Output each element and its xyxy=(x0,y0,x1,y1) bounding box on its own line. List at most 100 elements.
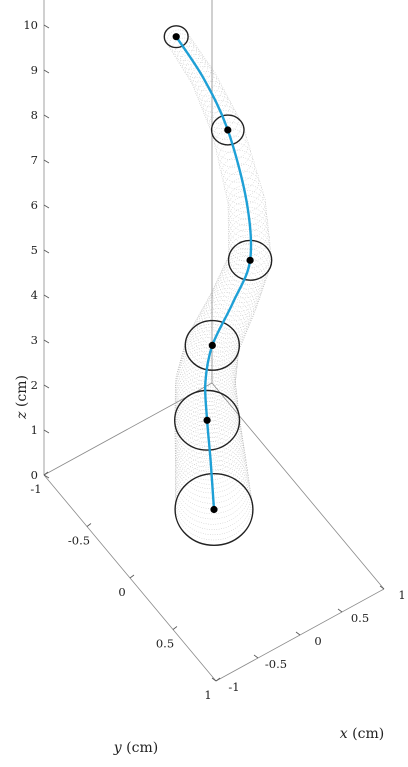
surface-mesh-ring xyxy=(214,128,249,161)
surface-mesh-ring xyxy=(177,45,203,70)
backbone-curve xyxy=(175,35,253,511)
surface-mesh-ring xyxy=(210,276,259,321)
surface-mesh-ring xyxy=(174,436,248,504)
y-tick-label: -1 xyxy=(30,482,41,496)
surface-mesh-ring xyxy=(174,455,251,525)
y-tick-mark xyxy=(215,677,221,682)
z-tick-label: 8 xyxy=(31,108,38,122)
z-tick-mark xyxy=(43,159,50,164)
surface-mesh-ring xyxy=(196,300,249,348)
surface-mesh-ring xyxy=(212,121,247,153)
surface-mesh-ring xyxy=(174,401,242,464)
surface-mesh-ring xyxy=(227,212,269,251)
cross-section-center-dot-1 xyxy=(210,505,218,514)
cross-section-center-dot-3 xyxy=(208,341,216,349)
cross-section-center-dot-4 xyxy=(246,256,254,264)
surface-mesh-ring xyxy=(224,248,270,290)
y-tick-label: -0.5 xyxy=(68,534,90,548)
cross-section-ring-1 xyxy=(174,473,254,547)
y-axis-label: y (cm) xyxy=(113,740,158,756)
z-tick-label: 2 xyxy=(31,378,38,392)
surface-mesh-ring xyxy=(204,100,237,129)
surface-mesh-ring xyxy=(216,135,251,168)
cross-section-rings xyxy=(163,25,273,547)
z-tick-mark xyxy=(43,114,50,119)
surface-mesh-ring xyxy=(174,441,249,509)
z-tick-mark xyxy=(43,429,50,434)
surface-mesh-ring xyxy=(174,423,246,489)
surface-mesh-ring xyxy=(216,264,264,308)
surface-mesh-ring xyxy=(175,357,237,415)
surface-mesh-ring xyxy=(182,54,209,79)
surface-mesh-ring xyxy=(196,80,226,108)
axis-ticks: 0 1 2 3 4 5 6 7 8 9 10 -1 -0.5 0 0.5 1 -1 -0.5 0 0.5 1 xyxy=(23,18,405,702)
y-tick-label: 0.5 xyxy=(156,637,174,651)
cross-section-ring-2 xyxy=(174,389,241,451)
surface-mesh-ring xyxy=(199,296,251,344)
surface-mesh-ring xyxy=(177,347,237,403)
x-tick-mark xyxy=(337,608,343,613)
surface-mesh-ring xyxy=(175,432,247,499)
surface-mesh-ring xyxy=(206,284,256,330)
surface-mesh-ring xyxy=(174,450,250,520)
z-tick-label: 9 xyxy=(31,63,38,77)
surface-mesh-ring xyxy=(222,252,268,294)
x-tick-mark xyxy=(211,677,217,682)
surface-mesh-ring xyxy=(203,288,254,335)
x-tick-mark xyxy=(379,585,385,590)
surface-mesh-ring xyxy=(166,29,192,53)
surface-mesh-ring xyxy=(174,372,238,431)
surface-mesh-ring xyxy=(181,333,238,387)
surface-mesh-ring xyxy=(174,445,249,515)
surface-mesh-ring xyxy=(198,85,228,113)
cross-section-center-dot-6 xyxy=(172,33,180,41)
x-axis-label: x (cm) xyxy=(340,726,384,742)
surface-mesh-ring xyxy=(187,62,215,87)
z-tick-label: 1 xyxy=(31,423,38,437)
surface-mesh-ring xyxy=(227,190,267,226)
surface-mesh-ring xyxy=(214,268,262,312)
z-tick-mark xyxy=(43,69,50,74)
z-tick-mark xyxy=(43,294,50,299)
surface-mesh-ring xyxy=(226,177,264,213)
surface-mesh-ring xyxy=(174,412,244,476)
x-tick-label: -0.5 xyxy=(265,657,287,671)
surface-mesh-ring xyxy=(202,95,234,124)
z-tick-mark xyxy=(43,24,50,29)
surface-mesh-ring xyxy=(187,316,242,367)
cross-section-centers xyxy=(172,33,254,514)
cross-section-ring-6 xyxy=(163,25,189,49)
surface-mesh-ring xyxy=(194,76,223,102)
cross-section-ring-5 xyxy=(210,114,245,146)
z-tick-mark xyxy=(43,339,50,344)
surface-mesh-ring xyxy=(179,50,206,74)
surface-mesh-ring xyxy=(220,256,267,299)
y-tick-mark xyxy=(43,471,49,476)
surface-mesh-ring xyxy=(200,90,231,119)
x-tick-label: 0.5 xyxy=(351,611,369,625)
surface-mesh-ring xyxy=(174,405,243,468)
surface-mesh-ring xyxy=(224,170,262,205)
z-tick-mark xyxy=(43,249,50,254)
surface-mesh-ring xyxy=(176,350,237,407)
z-tick-label: 3 xyxy=(31,333,38,347)
x-tick-label: -1 xyxy=(228,680,239,694)
surface-mesh-ring xyxy=(227,195,267,232)
surface-mesh-ring xyxy=(219,149,255,183)
backbone-line xyxy=(175,35,253,511)
surface-mesh-ring xyxy=(227,184,266,220)
x-tick-label: 0 xyxy=(314,634,321,648)
floor-edge-back-y xyxy=(211,382,385,590)
surface-mesh-ring xyxy=(189,312,244,362)
z-tick-label: 5 xyxy=(31,243,38,257)
z-tick-mark xyxy=(43,384,50,389)
y-tick-mark xyxy=(129,574,135,579)
surface-mesh-ring xyxy=(194,304,247,353)
surface-mesh-ring xyxy=(212,272,261,317)
surface-mesh-ring xyxy=(192,71,220,97)
x-tick-mark xyxy=(253,654,259,659)
surface-mesh-ring xyxy=(228,223,271,263)
y-tick-label: 0 xyxy=(118,585,125,599)
surface-mesh-ring xyxy=(182,330,239,383)
